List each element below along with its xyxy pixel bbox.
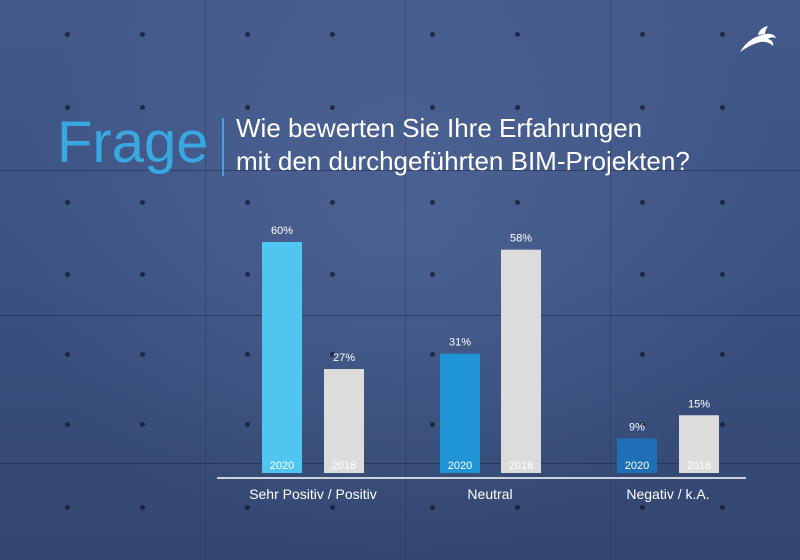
bar-2020: [617, 438, 657, 473]
title-divider: [222, 118, 224, 176]
tie-hole: [720, 505, 725, 510]
tie-hole: [65, 200, 70, 205]
bar-2018: [679, 415, 719, 473]
tie-hole: [430, 272, 435, 277]
tie-hole: [720, 352, 725, 357]
tie-hole: [65, 422, 70, 427]
bar-year-label: 2018: [687, 460, 711, 472]
tie-hole: [430, 200, 435, 205]
tie-hole: [140, 505, 145, 510]
question-line-1: Wie bewerten Sie Ihre Erfahrungen: [236, 113, 643, 143]
tie-hole: [65, 105, 70, 110]
panel-joint: [0, 170, 800, 171]
tie-hole: [245, 105, 250, 110]
panel-joint: [405, 0, 406, 560]
tie-hole: [330, 505, 335, 510]
tie-hole: [245, 32, 250, 37]
tie-hole: [140, 272, 145, 277]
tie-hole: [720, 422, 725, 427]
panel-joint: [0, 315, 800, 316]
tie-hole: [245, 505, 250, 510]
tie-hole: [245, 200, 250, 205]
tie-hole: [65, 32, 70, 37]
tie-hole: [330, 352, 335, 357]
question-text: Wie bewerten Sie Ihre Erfahrungen mit de…: [236, 112, 776, 178]
tie-hole: [720, 200, 725, 205]
bar-year-label: 2018: [332, 460, 356, 472]
bar-year-label: 2020: [625, 460, 649, 472]
bar-2020: [440, 353, 480, 473]
tie-hole: [330, 272, 335, 277]
tie-hole: [515, 32, 520, 37]
panel-joint: [205, 0, 206, 560]
tie-hole: [430, 105, 435, 110]
tie-hole: [140, 32, 145, 37]
data-label: 27%: [333, 352, 355, 364]
tie-hole: [65, 272, 70, 277]
tie-hole: [640, 505, 645, 510]
tie-hole: [430, 422, 435, 427]
data-label: 58%: [510, 233, 532, 245]
category-label: Negativ / k.A.: [626, 486, 709, 502]
dolphin-logo-icon: [740, 26, 776, 52]
tie-hole: [140, 422, 145, 427]
tie-hole: [515, 200, 520, 205]
bar-year-label: 2020: [448, 460, 472, 472]
data-label: 9%: [629, 421, 645, 433]
tie-hole: [640, 105, 645, 110]
category-label: Neutral: [467, 486, 512, 502]
tie-hole: [65, 352, 70, 357]
panel-joint: [0, 463, 800, 464]
tie-hole: [430, 505, 435, 510]
tie-hole: [330, 32, 335, 37]
tie-hole: [720, 105, 725, 110]
tie-hole: [65, 505, 70, 510]
bar-year-label: 2020: [270, 460, 294, 472]
category-label: Sehr Positiv / Positiv: [249, 486, 377, 502]
tie-hole: [330, 200, 335, 205]
tie-hole: [515, 105, 520, 110]
tie-hole: [640, 422, 645, 427]
tie-hole: [140, 200, 145, 205]
tie-hole: [430, 352, 435, 357]
tie-hole: [140, 352, 145, 357]
bar-2018: [501, 249, 541, 473]
bar-year-label: 2018: [509, 460, 533, 472]
bar-2020: [262, 242, 302, 473]
tie-hole: [640, 352, 645, 357]
bar-2018: [324, 369, 364, 473]
title-frage: Frage: [57, 110, 209, 175]
tie-hole: [245, 422, 250, 427]
question-line-2: mit den durchgeführten BIM-Projekten?: [236, 146, 690, 176]
tie-hole: [640, 32, 645, 37]
tie-hole: [245, 272, 250, 277]
panel-joint: [610, 0, 611, 560]
tie-hole: [430, 32, 435, 37]
data-label: 60%: [271, 225, 293, 237]
tie-hole: [515, 505, 520, 510]
data-label: 15%: [688, 398, 710, 410]
data-label: 31%: [449, 337, 471, 349]
tie-hole: [720, 272, 725, 277]
tie-hole: [330, 105, 335, 110]
tie-hole: [140, 105, 145, 110]
tie-hole: [720, 32, 725, 37]
tie-hole: [640, 272, 645, 277]
tie-hole: [245, 352, 250, 357]
tie-hole: [640, 200, 645, 205]
